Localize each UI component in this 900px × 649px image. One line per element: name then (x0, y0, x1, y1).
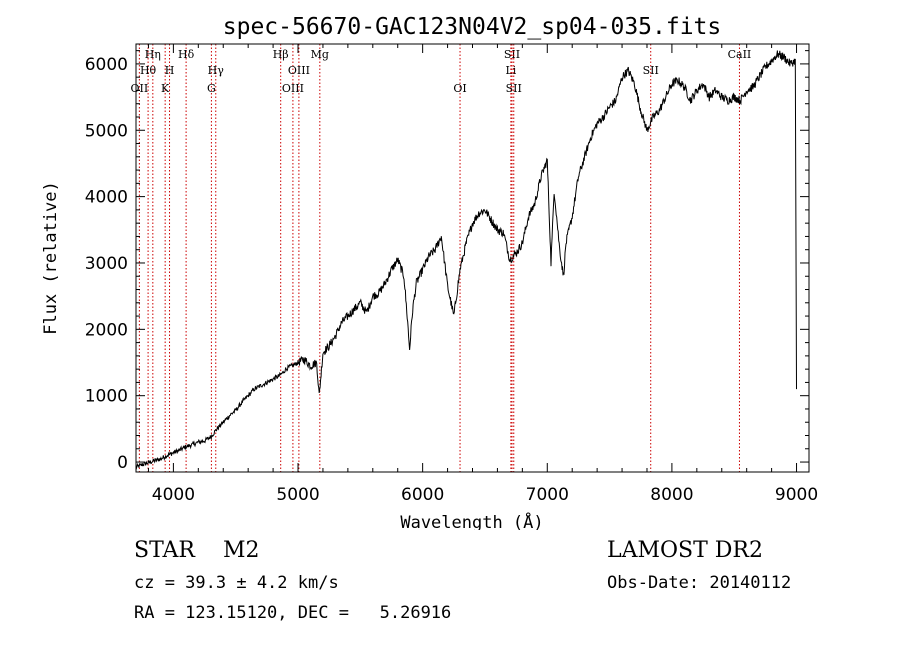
line-marker-label-14: SII (504, 48, 520, 61)
x-tick-label-1: 5000 (276, 485, 319, 505)
line-marker-label-1: Hθ (140, 64, 157, 77)
x-tick-label-3: 7000 (526, 485, 569, 505)
line-marker-label-8: Hβ (273, 48, 289, 61)
line-marker-label-0: OII (131, 82, 149, 95)
y-tick-label-3: 3000 (85, 254, 128, 274)
observation-date: Obs-Date: 20140112 (607, 573, 792, 593)
line-marker-label-6: G (207, 82, 216, 95)
x-tick-label-0: 4000 (152, 485, 195, 505)
redshift-line: cz = 39.3 ± 4.2 km/s (134, 573, 339, 593)
y-tick-label-6: 6000 (85, 55, 128, 75)
y-tick-label-4: 4000 (85, 188, 128, 208)
line-marker-label-16: SII (643, 64, 659, 77)
line-marker-label-4: H (165, 64, 175, 77)
survey-name: LAMOST DR2 (607, 538, 763, 563)
y-axis-label: Flux (relative) (41, 181, 61, 335)
line-marker-label-10: OIII (288, 64, 310, 77)
line-marker-label-15: SII (506, 82, 522, 95)
y-tick-label-2: 2000 (85, 320, 128, 340)
x-tick-label-4: 8000 (650, 485, 693, 505)
line-marker-label-17: CaII (728, 48, 752, 61)
line-marker-label-11: Mg (311, 48, 329, 61)
line-marker-label-13: Li (505, 64, 516, 77)
line-marker-label-9: OIII (282, 82, 304, 95)
line-marker-label-2: Hη (145, 48, 161, 61)
x-tick-label-5: 9000 (775, 485, 818, 505)
y-tick-label-0: 0 (117, 453, 128, 473)
coordinates-line: RA = 123.15120, DEC = 5.26916 (134, 603, 452, 623)
spectrum-chart: spec-56670-GAC123N04V2_sp04-035.fits OII… (41, 14, 818, 530)
y-tick-label-1: 1000 (85, 387, 128, 407)
plot-area: OIIHθHηKHHδGHγHβOIIIOIIIMgOILiSIISIISIIC… (85, 43, 818, 505)
line-marker-label-12: OI (453, 82, 466, 95)
x-tick-label-2: 6000 (401, 485, 444, 505)
line-marker-label-7: Hγ (208, 64, 225, 77)
object-class: STAR M2 (134, 538, 260, 563)
x-axis-label: Wavelength (Å) (400, 511, 543, 530)
chart-title: spec-56670-GAC123N04V2_sp04-035.fits (223, 14, 722, 40)
line-marker-label-5: Hδ (178, 48, 195, 61)
spectrum-line (135, 50, 797, 470)
line-marker-label-3: K (161, 82, 170, 95)
y-tick-label-5: 5000 (85, 121, 128, 141)
